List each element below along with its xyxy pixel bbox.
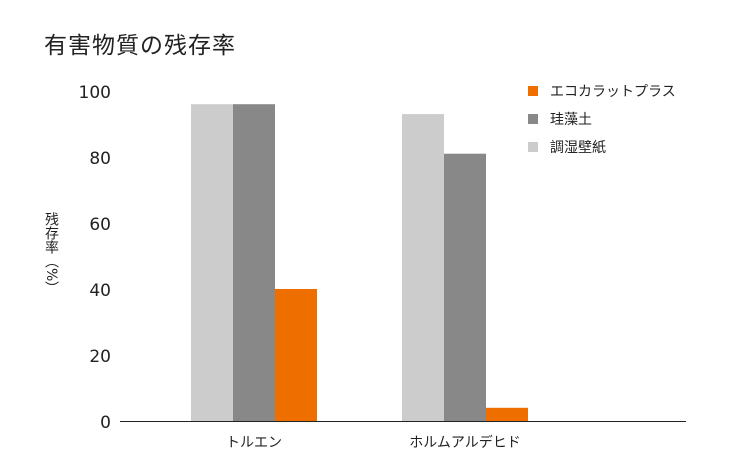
y-tick-label: 40 — [89, 281, 111, 301]
x-tick-label: トルエン — [226, 435, 282, 451]
y-axis-label-text: 残存率 — [43, 212, 59, 254]
legend-item: 珪藻土 — [528, 110, 676, 128]
x-tick-label: ホルムアルデヒド — [409, 434, 521, 451]
chart-legend: エコカラットプラス 珪藻土調湿壁紙 — [528, 82, 676, 166]
bar — [233, 104, 275, 421]
legend-item: 調湿壁紙 — [528, 138, 676, 156]
legend-swatch — [528, 114, 538, 124]
legend-item: エコカラットプラス — [528, 82, 676, 100]
bar — [444, 153, 486, 421]
legend-label: エコカラットプラス — [550, 84, 676, 100]
legend-label: 珪藻土 — [550, 112, 592, 128]
bar — [191, 104, 233, 421]
y-axis-label: 残存率 （%） — [42, 212, 62, 295]
y-tick-label: 0 — [100, 413, 111, 433]
chart-title: 有害物質の残存率 — [44, 33, 236, 59]
legend-swatch — [528, 142, 538, 152]
bar — [275, 289, 317, 421]
y-tick-label: 80 — [89, 149, 111, 169]
y-axis-label-unit: （%） — [43, 254, 59, 296]
bar — [402, 114, 444, 421]
y-tick-label: 20 — [89, 347, 111, 367]
y-tick-label: 100 — [79, 83, 111, 103]
legend-swatch — [528, 86, 538, 96]
y-tick-label: 60 — [89, 215, 111, 235]
legend-label: 調湿壁紙 — [550, 140, 606, 156]
bar — [486, 407, 528, 421]
